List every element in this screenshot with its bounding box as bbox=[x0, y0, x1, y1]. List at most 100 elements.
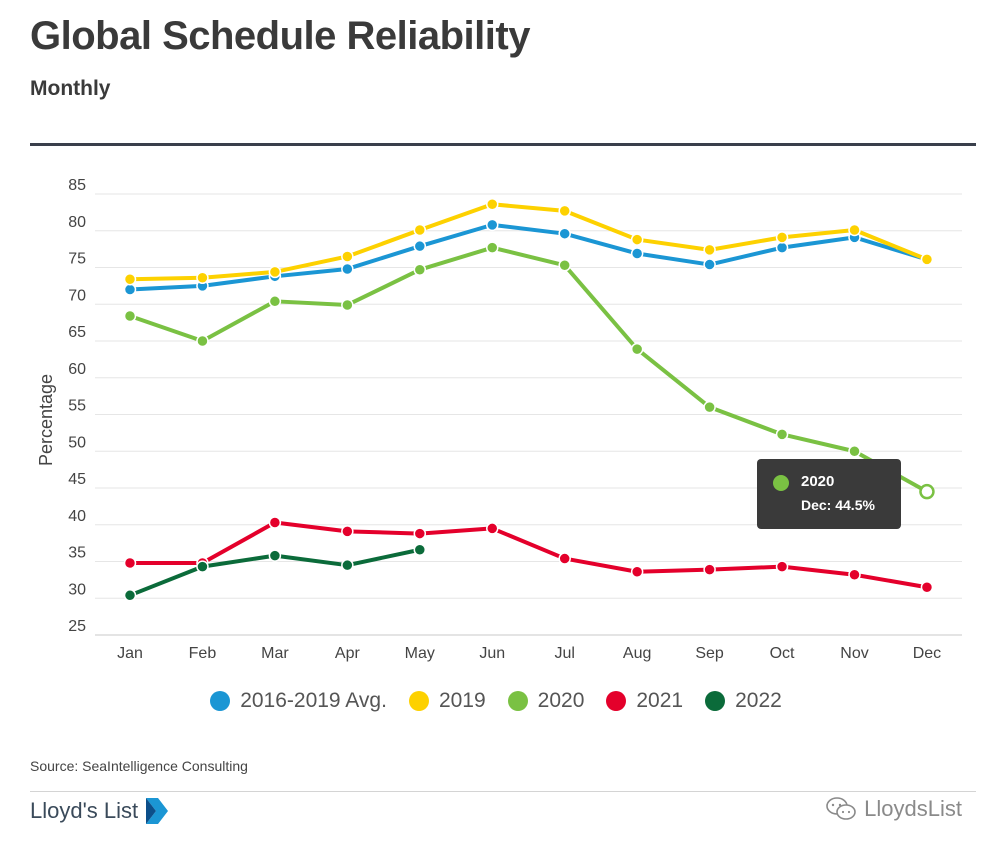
y-tick-label: 85 bbox=[68, 177, 86, 194]
data-point-2021 bbox=[268, 516, 282, 529]
data-point-2016-2019-avg bbox=[775, 241, 789, 254]
source-note: Source: SeaIntelligence Consulting bbox=[30, 758, 248, 774]
data-point-2021 bbox=[848, 568, 861, 581]
legend-swatch bbox=[507, 691, 528, 711]
data-point-2020 bbox=[268, 295, 282, 308]
x-tick-label: Sep bbox=[695, 645, 724, 662]
y-tick-label: 75 bbox=[68, 251, 86, 268]
data-point-2019 bbox=[703, 243, 716, 257]
tooltip-series-name: 2020 bbox=[801, 473, 835, 490]
data-point-2019 bbox=[413, 223, 427, 237]
data-point-2021 bbox=[630, 565, 644, 579]
data-point-2019 bbox=[920, 253, 934, 266]
data-point-2016-2019-avg bbox=[341, 262, 354, 276]
chart-subtitle: Monthly bbox=[30, 77, 111, 100]
chart-tooltip: 2020 Dec: 44.5% bbox=[757, 459, 901, 529]
x-tick-label: Jul bbox=[554, 645, 574, 662]
data-point-2016-2019-avg bbox=[558, 227, 571, 240]
chart-legend: 2016-2019 Avg. 2019 2020 2021 2022 bbox=[0, 689, 992, 713]
data-point-2020 bbox=[341, 298, 354, 312]
data-point-2021 bbox=[341, 525, 354, 538]
x-tick-label: Jan bbox=[117, 645, 143, 662]
legend-item[interactable]: 2022 bbox=[705, 689, 782, 713]
y-tick-label: 60 bbox=[68, 361, 86, 378]
data-point-2019 bbox=[268, 265, 282, 279]
data-point-2021 bbox=[775, 560, 789, 573]
data-point-2021 bbox=[703, 563, 716, 576]
data-point-2022 bbox=[341, 558, 354, 572]
y-tick-label: 55 bbox=[68, 398, 86, 415]
data-point-2016-2019-avg bbox=[123, 283, 137, 296]
watermark: LloydsList bbox=[826, 796, 962, 822]
highlighted-point bbox=[919, 483, 935, 500]
data-point-2019 bbox=[630, 233, 644, 246]
legend-label: 2019 bbox=[438, 689, 486, 712]
x-tick-label: Apr bbox=[335, 645, 361, 662]
legend-label: 2022 bbox=[735, 689, 782, 712]
header-divider bbox=[30, 143, 976, 146]
data-point-2020 bbox=[558, 259, 571, 272]
x-tick-label: Aug bbox=[623, 645, 651, 662]
series-line-2016-2019-avg bbox=[128, 222, 929, 292]
data-point-2016-2019-avg bbox=[413, 239, 427, 253]
y-axis-label: Percentage bbox=[36, 374, 56, 466]
y-tick-label: 80 bbox=[68, 214, 86, 231]
data-point-2022 bbox=[123, 589, 137, 602]
brand-logo: Lloyd's List bbox=[30, 796, 170, 826]
tooltip-series-dot bbox=[773, 475, 789, 491]
chat-bubbles-icon bbox=[826, 797, 856, 820]
data-point-2019 bbox=[848, 223, 861, 237]
data-point-2020 bbox=[703, 400, 716, 414]
x-tick-label: May bbox=[405, 645, 435, 662]
y-tick-label: 40 bbox=[68, 508, 86, 525]
data-point-2022 bbox=[268, 549, 282, 562]
data-point-2020 bbox=[630, 342, 644, 356]
legend-label: 2021 bbox=[636, 689, 684, 712]
data-point-2021 bbox=[413, 527, 427, 540]
legend-item[interactable]: 2016-2019 Avg. bbox=[210, 689, 387, 713]
y-tick-label: 30 bbox=[68, 581, 86, 598]
series-line-2019 bbox=[128, 202, 929, 282]
legend-label: 2016-2019 Avg. bbox=[240, 689, 387, 712]
data-point-2020 bbox=[848, 445, 861, 458]
legend-swatch bbox=[408, 691, 429, 711]
data-point-2022 bbox=[413, 543, 427, 556]
x-tick-label: Jun bbox=[479, 645, 505, 662]
legend-item[interactable]: 2019 bbox=[408, 689, 486, 713]
y-tick-label: 35 bbox=[68, 545, 86, 562]
legend-item[interactable]: 2020 bbox=[507, 689, 585, 713]
y-tick-label: 25 bbox=[68, 618, 86, 635]
data-point-2021 bbox=[920, 580, 934, 594]
data-point-2020 bbox=[196, 334, 209, 348]
footer-divider bbox=[30, 791, 976, 792]
data-point-2019 bbox=[123, 273, 137, 286]
data-point-2020 bbox=[486, 241, 499, 254]
data-point-2021 bbox=[558, 552, 571, 565]
legend-item[interactable]: 2021 bbox=[606, 689, 683, 713]
brand-name: Lloyd's List bbox=[30, 798, 139, 823]
x-tick-label: Oct bbox=[770, 645, 795, 662]
chart-title: Global Schedule Reliability bbox=[30, 14, 530, 58]
x-tick-label: Mar bbox=[261, 645, 289, 662]
data-point-2020 bbox=[123, 309, 137, 323]
data-point-2020 bbox=[775, 428, 789, 441]
y-tick-label: 65 bbox=[68, 324, 86, 341]
legend-swatch bbox=[705, 691, 726, 711]
data-point-2019 bbox=[558, 204, 571, 218]
data-point-2020 bbox=[413, 263, 427, 276]
x-tick-label: Feb bbox=[189, 645, 217, 662]
data-point-2019 bbox=[341, 250, 354, 263]
x-tick-label: Dec bbox=[913, 645, 941, 662]
data-point-2019 bbox=[486, 198, 499, 211]
legend-swatch bbox=[210, 691, 231, 711]
data-point-2019 bbox=[775, 231, 789, 244]
data-point-2022 bbox=[196, 560, 209, 573]
y-tick-label: 50 bbox=[68, 434, 86, 451]
watermark-text: LloydsList bbox=[864, 796, 962, 821]
x-tick-label: Nov bbox=[840, 645, 868, 662]
legend-swatch bbox=[606, 691, 627, 711]
series-line-2020 bbox=[128, 245, 929, 494]
legend-label: 2020 bbox=[537, 689, 585, 712]
series-line-2021 bbox=[128, 520, 929, 590]
y-tick-label: 45 bbox=[68, 471, 86, 488]
